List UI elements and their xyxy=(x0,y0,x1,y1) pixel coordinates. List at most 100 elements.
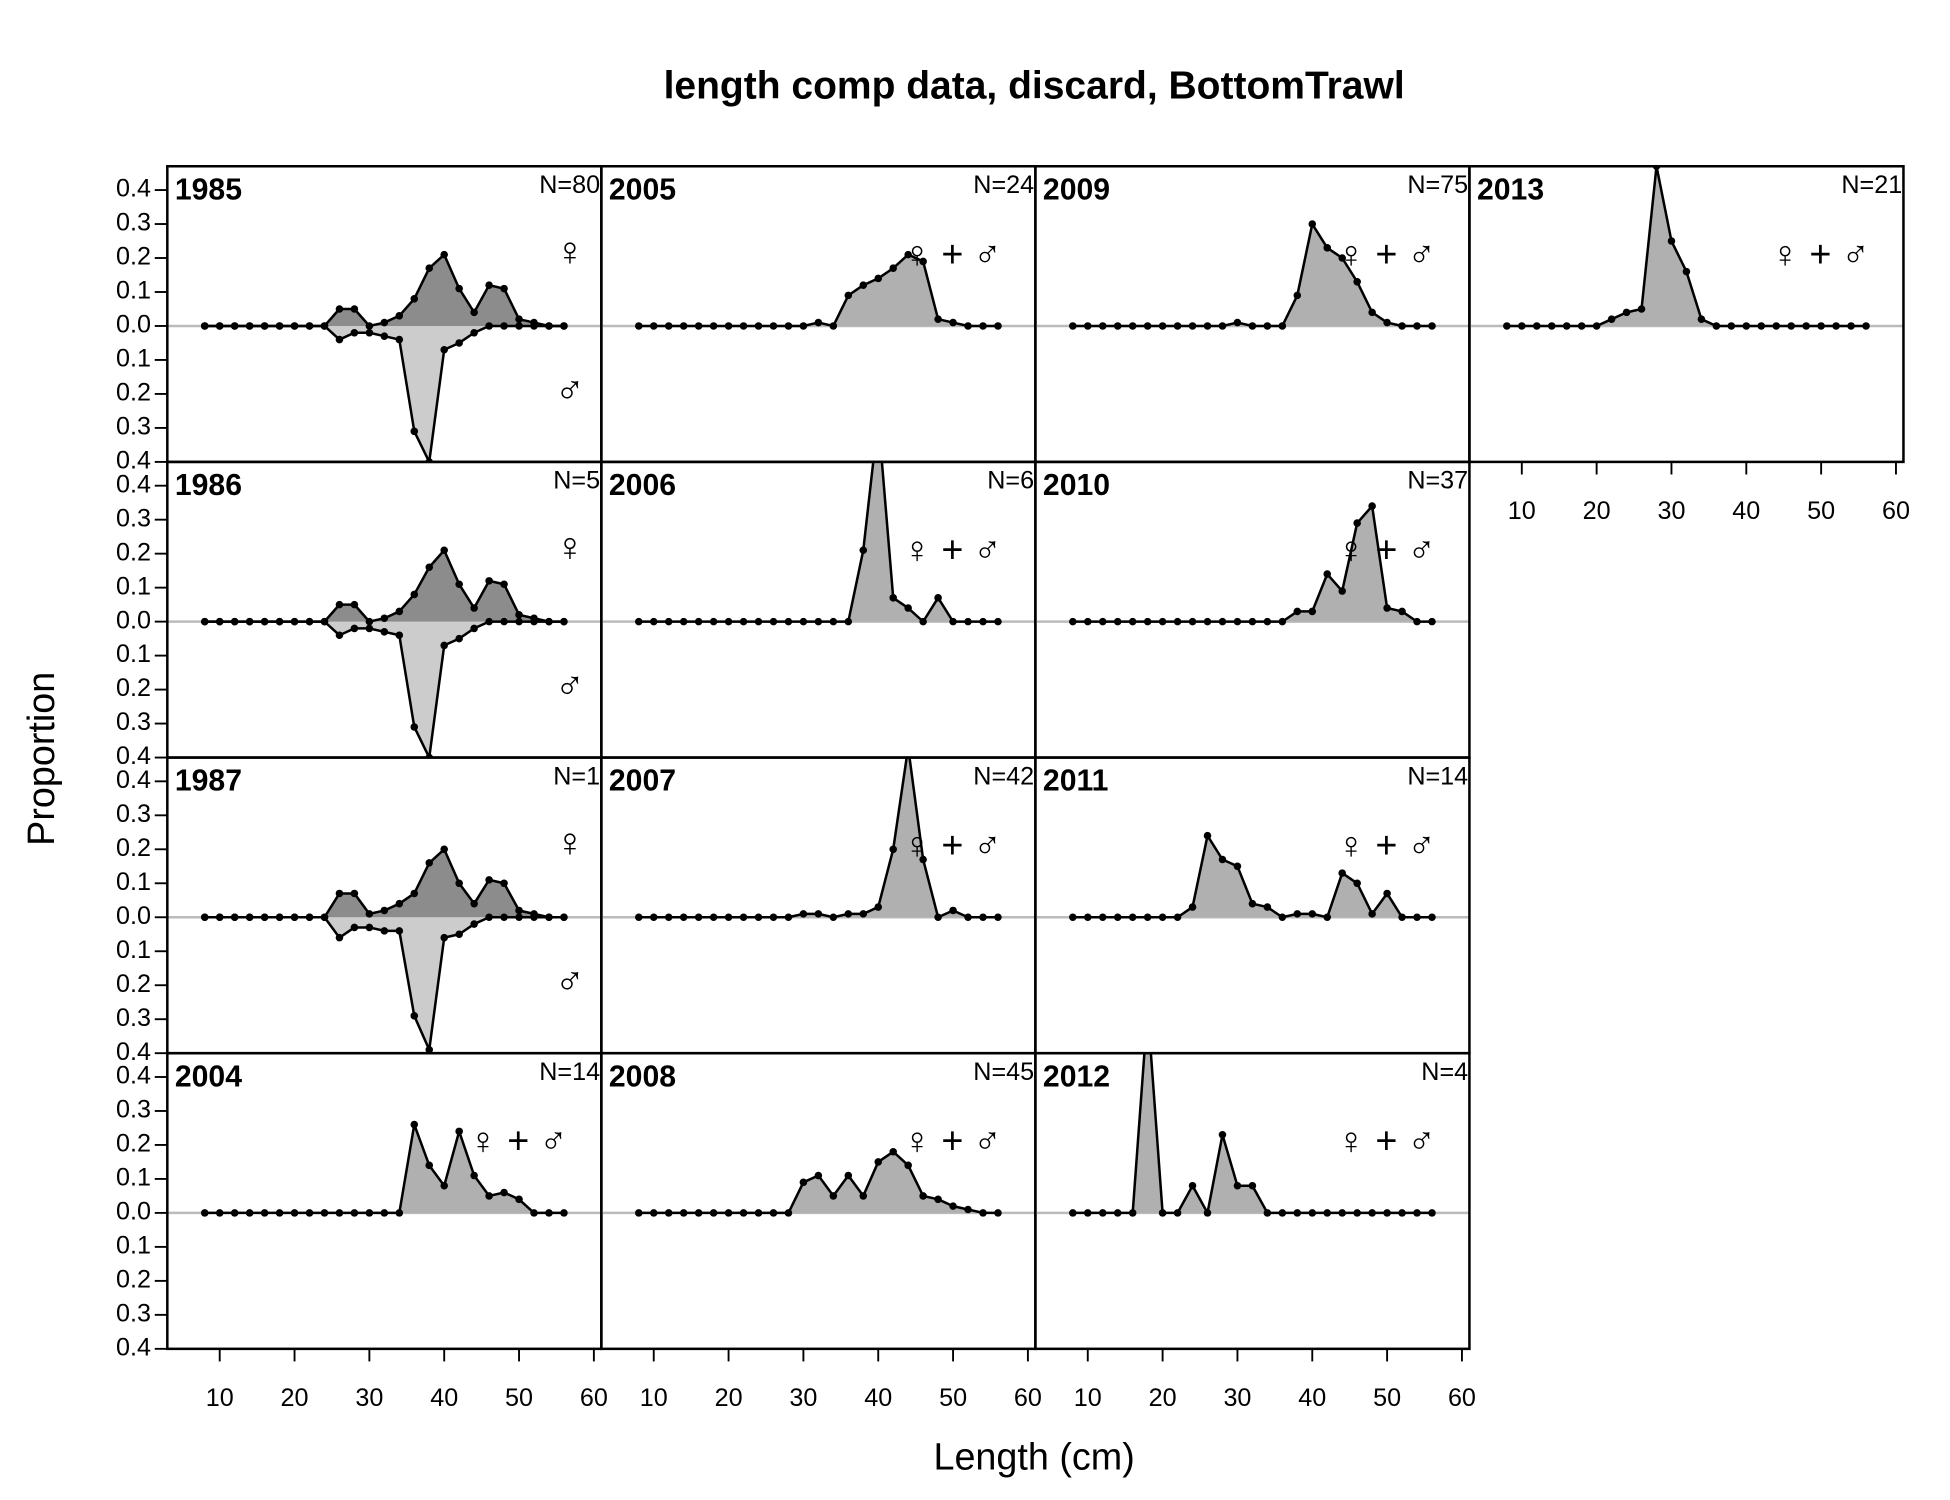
point xyxy=(994,1209,1002,1217)
point xyxy=(200,617,209,626)
point xyxy=(410,590,419,599)
panel-title: 2012 xyxy=(1043,1060,1110,1093)
point xyxy=(1368,910,1376,918)
area-fill xyxy=(204,550,564,622)
point xyxy=(1338,1209,1346,1217)
point xyxy=(724,913,733,922)
point xyxy=(455,284,463,293)
point xyxy=(485,577,493,585)
point xyxy=(859,1192,868,1200)
point xyxy=(305,322,314,330)
point xyxy=(335,933,344,942)
area-fill xyxy=(638,254,998,326)
point xyxy=(1398,1209,1406,1217)
point xyxy=(1098,322,1107,330)
point xyxy=(1113,322,1122,330)
point xyxy=(994,322,1002,330)
panel-title: 2011 xyxy=(1043,765,1109,798)
point xyxy=(260,913,269,922)
point xyxy=(320,322,329,330)
y-tick-label: 0.3 xyxy=(116,708,151,736)
point xyxy=(350,1209,359,1217)
point xyxy=(739,617,748,626)
point xyxy=(470,920,478,928)
point xyxy=(1413,322,1421,330)
point xyxy=(215,913,224,922)
point xyxy=(694,322,703,330)
point xyxy=(1323,244,1332,252)
point xyxy=(859,281,868,289)
x-tick-label: 50 xyxy=(1807,497,1835,525)
point xyxy=(395,1209,404,1217)
x-tick-label: 40 xyxy=(430,1384,458,1412)
point xyxy=(814,910,823,918)
area-fill xyxy=(638,757,998,918)
point xyxy=(1173,1209,1182,1217)
point xyxy=(1413,617,1421,626)
point xyxy=(1188,322,1197,330)
point xyxy=(649,617,658,626)
point xyxy=(425,563,434,572)
sample-size: N=14 xyxy=(539,1058,600,1086)
area-fill xyxy=(204,254,564,326)
point xyxy=(724,617,733,626)
chart-title: length comp data, discard, BottomTrawl xyxy=(664,65,1405,108)
point xyxy=(1188,903,1197,911)
point xyxy=(754,322,763,330)
point xyxy=(410,723,419,731)
point xyxy=(1353,1209,1361,1217)
legend-symbol: ♂ xyxy=(555,959,585,1004)
point xyxy=(515,611,523,619)
area-fill xyxy=(1072,1053,1433,1213)
point xyxy=(1143,913,1152,922)
point xyxy=(739,322,748,330)
y-tick-label: 0.0 xyxy=(116,1198,151,1226)
point xyxy=(1338,869,1346,877)
point xyxy=(874,414,882,422)
point xyxy=(769,913,778,922)
point xyxy=(440,345,448,354)
point xyxy=(1278,617,1287,626)
point xyxy=(290,1209,299,1217)
point xyxy=(1592,322,1601,330)
point xyxy=(275,1209,284,1217)
point xyxy=(634,617,643,626)
point xyxy=(440,933,448,942)
point xyxy=(290,322,299,330)
point xyxy=(979,913,987,922)
y-tick-label: 0.0 xyxy=(116,606,151,634)
point xyxy=(994,617,1002,626)
point xyxy=(200,913,209,922)
point xyxy=(440,250,448,259)
panel xyxy=(1035,1053,1470,1217)
point xyxy=(1158,322,1167,330)
point xyxy=(1802,322,1810,330)
point xyxy=(230,913,239,922)
y-tick-label: 0.3 xyxy=(116,504,151,532)
y-tick-label: 0.1 xyxy=(116,1232,151,1260)
y-tick-label: 0.4 xyxy=(116,766,151,794)
y-tick-label: 0.3 xyxy=(116,1096,151,1124)
panel xyxy=(601,250,1036,330)
point xyxy=(874,274,883,283)
point xyxy=(455,1127,463,1136)
legend-symbol: ♂ xyxy=(555,663,585,708)
point xyxy=(560,1209,568,1217)
point xyxy=(1158,1209,1167,1217)
point xyxy=(904,1161,912,1170)
point xyxy=(1069,617,1077,626)
point xyxy=(230,617,239,626)
point xyxy=(1428,1209,1436,1217)
point xyxy=(410,427,419,436)
point xyxy=(425,1161,434,1170)
x-tick-label: 30 xyxy=(355,1384,383,1412)
point xyxy=(664,913,673,922)
point xyxy=(425,264,434,272)
x-tick-label: 40 xyxy=(864,1384,892,1412)
legend-symbol: ♀+♂ xyxy=(1337,824,1446,866)
point xyxy=(320,617,329,626)
point xyxy=(350,923,359,932)
panel-title: 2007 xyxy=(609,765,676,798)
point xyxy=(335,305,344,313)
